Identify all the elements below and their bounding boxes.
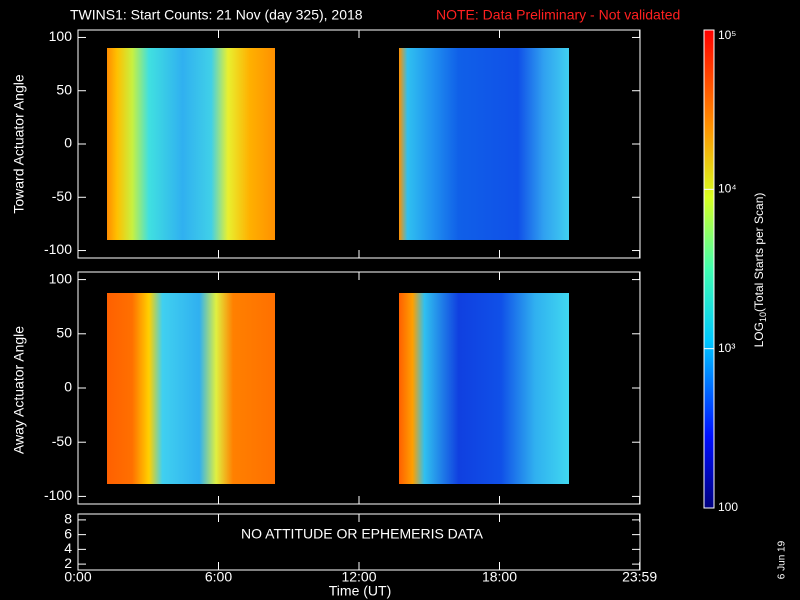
y-tick-label: 6 <box>64 525 72 541</box>
x-axis-label: Time (UT) <box>329 583 391 599</box>
y-tick-label: -50 <box>52 188 72 204</box>
colorbar-tick-label: 10⁴ <box>718 182 737 196</box>
colorbar-tick-label: 100 <box>718 500 738 514</box>
chart-title: TWINS1: Start Counts: 21 Nov (day 325), … <box>70 7 363 23</box>
panel-message: NO ATTITUDE OR EPHEMERIS DATA <box>241 526 484 542</box>
spectrogram <box>107 293 275 484</box>
colorbar-label-sub: 10 <box>758 312 768 322</box>
y-tick-label: -50 <box>52 433 72 449</box>
y-tick-label: 2 <box>64 555 72 571</box>
y-axis-label: Toward Actuator Angle <box>11 74 27 214</box>
y-axis-label: Away Actuator Angle <box>11 326 27 454</box>
y-tick-label: 4 <box>64 540 72 556</box>
colorbar-tick-label: 10³ <box>718 341 735 355</box>
panel-frame <box>77 513 641 571</box>
y-tick-label: 50 <box>56 81 72 97</box>
colorbar-label-rest: (Total Starts per Scan) <box>752 193 766 312</box>
x-tick-label: 0:00 <box>64 569 91 585</box>
x-tick-label: 18:00 <box>482 569 517 585</box>
colorbar-label-main: LOG <box>752 322 766 347</box>
colorbar-tick-label: 10⁵ <box>718 28 736 42</box>
x-tick-label: 12:00 <box>341 569 376 585</box>
y-tick-label: 50 <box>56 324 72 340</box>
spectrogram <box>399 48 569 240</box>
colorbar <box>703 29 715 509</box>
date-stamp: 6 Jun 19 <box>777 540 788 579</box>
x-tick-label: 23:59 <box>622 569 657 585</box>
y-tick-label: -100 <box>44 241 72 257</box>
y-tick-label: 8 <box>64 511 72 527</box>
y-tick-label: 0 <box>64 135 72 151</box>
y-tick-label: -100 <box>44 487 72 503</box>
y-tick-label: 0 <box>64 379 72 395</box>
x-tick-label: 6:00 <box>205 569 232 585</box>
spectrogram <box>399 293 569 484</box>
note: NOTE: Data Preliminary - Not validated <box>436 7 680 23</box>
colorbar-label: LOG10(Total Starts per Scan) <box>752 193 768 348</box>
y-tick-label: 100 <box>49 28 73 44</box>
y-tick-label: 100 <box>49 270 73 286</box>
spectrogram <box>107 48 275 240</box>
